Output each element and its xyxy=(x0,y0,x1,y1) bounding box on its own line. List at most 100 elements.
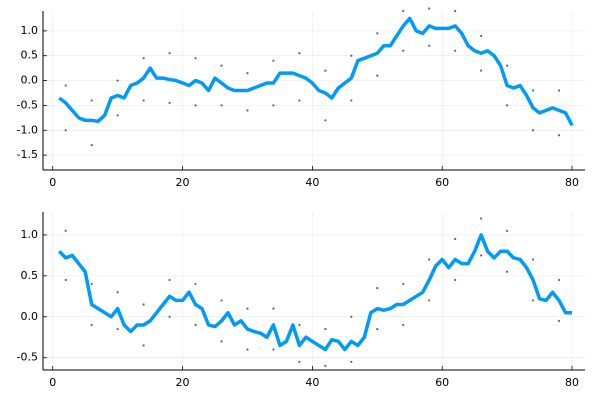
scatter-point xyxy=(402,323,405,327)
scatter-point xyxy=(220,104,223,107)
scatter-point xyxy=(557,89,561,92)
x-tick-label: 40 xyxy=(305,376,319,389)
scatter-point xyxy=(116,327,119,331)
scatter-point xyxy=(142,344,145,347)
scatter-point xyxy=(480,217,483,220)
scatter-point xyxy=(506,229,509,232)
y-tick-label: 1.0 xyxy=(21,228,39,241)
scatter-point xyxy=(531,129,535,132)
scatter-point xyxy=(531,258,535,261)
scatter-point xyxy=(64,129,67,132)
scatter-point xyxy=(298,52,301,55)
scatter-point xyxy=(142,303,145,306)
scatter-point xyxy=(246,348,249,351)
scatter-point xyxy=(168,52,171,55)
scatter-point xyxy=(324,364,327,368)
scatter-point xyxy=(454,9,457,13)
scatter-point xyxy=(376,287,379,290)
scatter-point xyxy=(324,119,327,122)
y-tick-label: -1.5 xyxy=(17,148,38,161)
scatter-point xyxy=(557,134,561,137)
y-tick-label: 1.0 xyxy=(21,24,39,37)
scatter-point xyxy=(194,323,197,327)
scatter-point xyxy=(298,360,301,363)
scatter-point xyxy=(506,270,509,273)
x-tick-label: 0 xyxy=(49,376,56,389)
x-tick-label: 20 xyxy=(176,376,190,389)
y-tick-label: 0.0 xyxy=(21,310,39,323)
y-tick-label: 0.0 xyxy=(21,74,39,87)
scatter-point xyxy=(298,323,301,327)
y-tick-label: -1.0 xyxy=(17,123,38,136)
scatter-point xyxy=(298,99,301,102)
scatter-point xyxy=(246,109,249,112)
x-tick-label: 80 xyxy=(565,176,579,189)
scatter-point xyxy=(194,282,197,286)
x-tick-label: 60 xyxy=(435,176,449,189)
scatter-point xyxy=(168,278,171,282)
scatter-point xyxy=(90,323,93,327)
scatter-point xyxy=(402,282,405,286)
scatter-point xyxy=(506,64,509,67)
scatter-point xyxy=(220,299,223,302)
scatter-point xyxy=(428,44,431,47)
scatter-point xyxy=(90,144,93,147)
scatter-point xyxy=(428,258,431,261)
line-series xyxy=(57,233,573,352)
scatter-point xyxy=(64,229,67,232)
scatter-point xyxy=(557,278,561,282)
scatter-point xyxy=(531,89,535,92)
scatter-point xyxy=(402,9,405,13)
y-tick-label: -0.5 xyxy=(17,351,38,364)
scatter-point xyxy=(376,327,379,331)
scatter-point xyxy=(480,254,483,257)
scatter-point xyxy=(194,104,197,107)
scatter-point xyxy=(272,104,275,107)
scatter-point xyxy=(168,101,171,105)
scatter-point xyxy=(220,340,223,343)
scatter-point xyxy=(350,360,353,363)
scatter-point xyxy=(454,278,457,282)
scatter-point xyxy=(324,69,327,72)
scatter-point xyxy=(376,74,379,77)
scatter-point xyxy=(454,237,457,241)
scatter-point xyxy=(194,57,197,60)
scatter-point xyxy=(350,99,353,102)
y-tick-label: -0.5 xyxy=(17,98,38,111)
scatter-point xyxy=(272,348,275,351)
scatter-point xyxy=(90,282,93,286)
scatter-point xyxy=(402,49,405,52)
y-tick-label: 0.5 xyxy=(21,269,39,282)
scatter-point xyxy=(350,315,353,318)
scatter-point xyxy=(116,79,119,82)
y-tick-label: 0.5 xyxy=(21,49,39,62)
scatter-point xyxy=(531,299,535,302)
scatter-point xyxy=(90,99,93,102)
scatter-point xyxy=(220,64,223,67)
scatter-point xyxy=(454,49,457,52)
scatter-point xyxy=(350,54,353,57)
x-tick-label: 80 xyxy=(565,376,579,389)
scatter-point xyxy=(116,291,119,294)
line-series xyxy=(58,16,574,127)
scatter-point xyxy=(142,99,145,102)
x-tick-label: 20 xyxy=(176,176,190,189)
scatter-point xyxy=(376,32,379,35)
scatter-point xyxy=(142,57,145,60)
scatter-point xyxy=(506,104,509,107)
x-tick-label: 40 xyxy=(305,176,319,189)
scatter-point xyxy=(168,315,171,318)
scatter-point xyxy=(116,114,119,117)
x-tick-label: 60 xyxy=(435,376,449,389)
scatter-point xyxy=(480,69,483,72)
scatter-point xyxy=(324,327,327,331)
scatter-point xyxy=(64,84,67,87)
scatter-point xyxy=(480,34,483,37)
scatter-point xyxy=(272,307,275,310)
scatter-point xyxy=(272,59,275,62)
scatter-point xyxy=(428,7,431,10)
scatter-point xyxy=(246,72,249,75)
scatter-point xyxy=(64,278,67,282)
scatter-point xyxy=(557,319,561,322)
